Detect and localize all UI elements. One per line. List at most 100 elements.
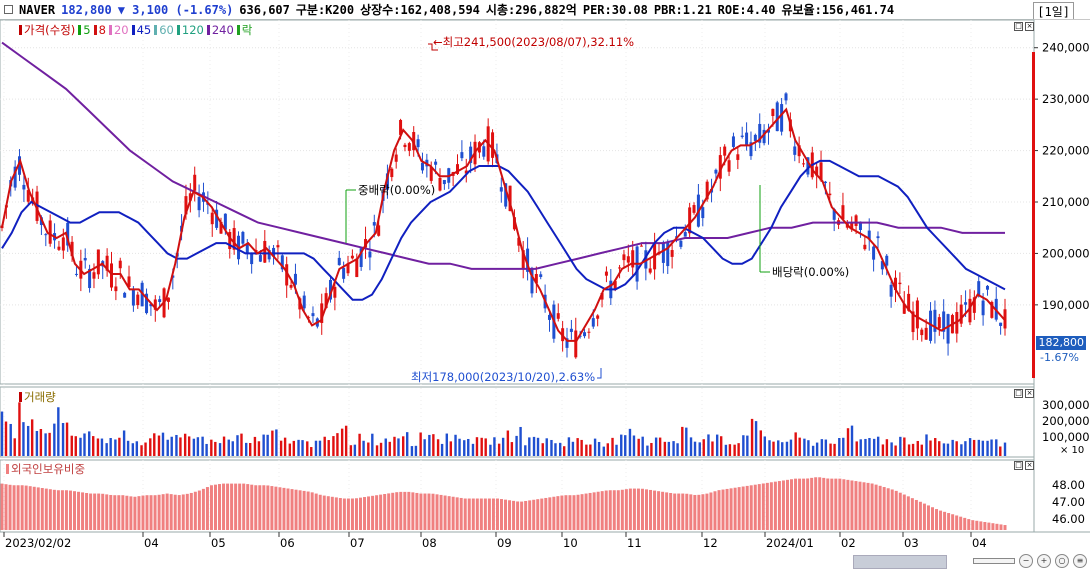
volume-bar xyxy=(467,438,470,456)
foreign-bar xyxy=(97,493,101,530)
volume-bar xyxy=(567,437,571,456)
volume-bar xyxy=(750,418,754,456)
legend-label[interactable]: 락 xyxy=(241,23,253,37)
foreign-bar xyxy=(254,485,258,530)
foreign-bar xyxy=(173,494,177,530)
candle-body xyxy=(583,332,587,337)
foreign-bar xyxy=(661,491,665,530)
volume-bar xyxy=(842,437,845,456)
candle-body xyxy=(894,277,898,291)
volume-bar xyxy=(615,444,618,456)
foreign-bar xyxy=(310,492,314,530)
foreign-bar xyxy=(516,501,520,530)
volume-bar xyxy=(920,444,923,456)
time-scrollbar[interactable] xyxy=(853,555,947,569)
foreign-bar xyxy=(109,494,113,530)
volume-bar xyxy=(201,436,204,456)
x-tick-label: 02 xyxy=(841,536,856,550)
volume-bar xyxy=(83,433,86,456)
volume-bar xyxy=(620,434,623,456)
volume-bar xyxy=(733,444,736,456)
close-icon[interactable]: × xyxy=(1025,22,1034,31)
legend-label[interactable]: 8 xyxy=(98,23,106,37)
volume-bar xyxy=(811,445,815,456)
stock-name[interactable]: NAVER xyxy=(19,2,56,17)
volume-bar xyxy=(850,425,854,456)
foreign-bar xyxy=(258,485,262,530)
legend-label[interactable]: 60 xyxy=(159,23,174,37)
volume-bar xyxy=(358,433,361,456)
volume-bar xyxy=(419,432,422,456)
volume-bar xyxy=(414,445,418,456)
candle-body xyxy=(377,225,381,236)
volume-bar xyxy=(934,438,937,456)
legend-label[interactable]: 120 xyxy=(181,23,204,37)
candle-body xyxy=(771,108,775,117)
foreign-bar xyxy=(153,495,157,530)
zoom-slider-icon[interactable] xyxy=(973,558,1015,564)
volume-bar xyxy=(35,430,39,456)
foreign-bar xyxy=(443,495,447,530)
maximize-icon[interactable]: □ xyxy=(1014,22,1023,31)
foreign-bar xyxy=(713,491,717,530)
foreign-bar xyxy=(798,478,802,530)
zoom-out-icon[interactable]: − xyxy=(1019,554,1033,568)
candle-body xyxy=(57,246,61,250)
foreign-holding-bars xyxy=(0,477,1007,530)
settings-icon[interactable]: ≡ xyxy=(1073,554,1087,568)
legend-label[interactable]: 45 xyxy=(136,23,152,37)
maximize-icon[interactable]: □ xyxy=(1014,389,1023,398)
foreign-bar xyxy=(56,490,60,530)
candle-body xyxy=(193,174,197,191)
candle-body xyxy=(885,255,889,266)
foreign-bar xyxy=(552,496,556,530)
x-tick-label: 2024/01 xyxy=(766,536,814,550)
candle-body xyxy=(517,237,521,246)
volume-bar xyxy=(938,441,941,456)
foreign-bar xyxy=(508,500,512,530)
candle-body xyxy=(219,221,223,234)
volume-bar xyxy=(88,431,91,456)
volume-bar xyxy=(192,438,196,456)
volume-bar xyxy=(314,440,318,456)
x-tick-label: 10 xyxy=(563,536,578,550)
legend-label[interactable]: 가격(수정) xyxy=(24,23,76,37)
volume-bar xyxy=(406,432,409,456)
legend-label[interactable]: 240 xyxy=(211,23,234,37)
close-icon[interactable]: × xyxy=(1025,389,1034,398)
legend-label[interactable]: 20 xyxy=(113,23,129,37)
candle-body xyxy=(648,268,652,273)
volume-bar xyxy=(275,429,278,456)
zoom-in-icon[interactable]: + xyxy=(1037,554,1051,568)
foreign-bar xyxy=(359,497,363,530)
panel-toggle-icon[interactable] xyxy=(4,5,13,14)
legend-label[interactable]: 5 xyxy=(83,23,91,37)
foreign-bar xyxy=(85,493,89,530)
candle-body xyxy=(797,145,801,157)
close-icon[interactable]: × xyxy=(1025,461,1034,470)
price-legend: 가격(수정) 5 8 20 45 60 120 240 락 xyxy=(16,22,252,38)
candle-body xyxy=(232,228,236,250)
volume-bar xyxy=(70,435,73,456)
candle-body xyxy=(118,260,122,269)
foreign-bar xyxy=(177,495,181,530)
volume-bar xyxy=(942,443,946,456)
maximize-icon[interactable]: □ xyxy=(1014,461,1023,470)
volume-bar xyxy=(506,430,510,456)
candle-body xyxy=(469,146,473,163)
foreign-bar xyxy=(222,483,226,530)
period-selector[interactable]: [1일] xyxy=(1033,2,1074,19)
volume-bar xyxy=(210,439,213,456)
volume-bar xyxy=(903,437,906,456)
candle-body xyxy=(937,317,941,329)
volume-bar xyxy=(624,435,627,456)
candle-body xyxy=(368,251,372,258)
high-annotation-label: ←최고241,500(2023/08/07),32.11% xyxy=(433,35,634,49)
ma240-line xyxy=(1,41,1005,270)
dividend-annotation-2: 배당락(0.00%) xyxy=(759,185,849,279)
zoom-reset-icon[interactable]: ○ xyxy=(1055,554,1069,568)
candle-body xyxy=(245,244,249,253)
volume-bar xyxy=(48,432,51,456)
candle-body xyxy=(880,261,884,270)
